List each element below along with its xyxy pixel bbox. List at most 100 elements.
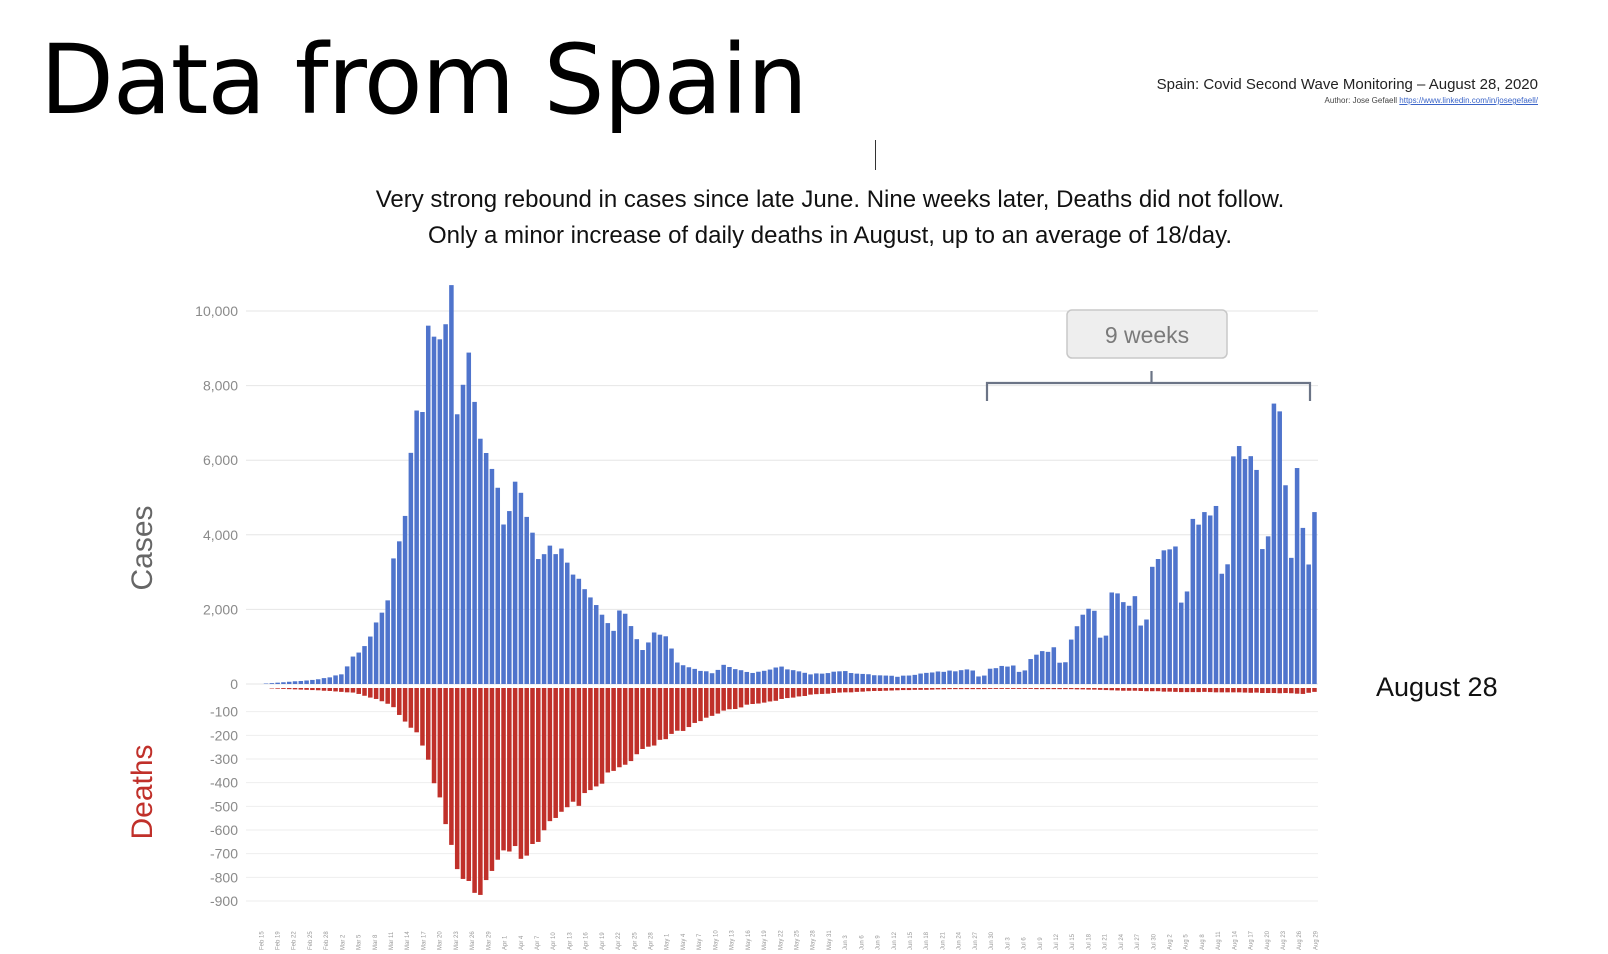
deaths-bar bbox=[634, 688, 640, 755]
deaths-bar bbox=[1144, 688, 1149, 692]
cases-bar bbox=[1219, 573, 1225, 684]
cases-bar bbox=[379, 612, 385, 684]
cases-bar bbox=[478, 438, 483, 684]
cases-bar bbox=[1196, 524, 1201, 684]
cases-bar bbox=[408, 452, 414, 684]
cases-bar bbox=[779, 666, 784, 684]
date-tick-label: Mar 5 bbox=[357, 934, 363, 950]
date-tick-label: Apr 25 bbox=[632, 932, 638, 950]
deaths-bar bbox=[1022, 688, 1028, 689]
deaths-bar bbox=[732, 688, 738, 710]
deaths-bar bbox=[819, 688, 825, 694]
deaths-bar bbox=[617, 688, 622, 768]
deaths-bar bbox=[1271, 688, 1277, 694]
deaths-bar bbox=[767, 688, 773, 702]
cases-bar bbox=[675, 662, 680, 684]
cases-bar bbox=[657, 634, 663, 684]
deaths-bar bbox=[837, 688, 842, 693]
deaths-bar bbox=[622, 688, 628, 765]
deaths-bar bbox=[860, 688, 865, 692]
deaths-bar bbox=[756, 688, 761, 704]
cases-bar bbox=[611, 630, 616, 684]
date-tick-label: Aug 5 bbox=[1184, 934, 1190, 950]
author-link[interactable]: https://www.linkedin.com/in/josegefaell/ bbox=[1399, 96, 1538, 105]
date-tick-label: May 4 bbox=[681, 933, 687, 950]
nine-weeks-label-box bbox=[1066, 309, 1228, 359]
deaths-bar bbox=[1254, 688, 1259, 693]
date-tick-label: Jul 9 bbox=[1038, 937, 1044, 950]
date-tick-label: Mar 20 bbox=[438, 931, 444, 950]
deaths-bar bbox=[524, 688, 529, 856]
deaths-bar bbox=[698, 688, 703, 722]
deaths-bar bbox=[350, 688, 356, 693]
cases-bar bbox=[524, 516, 529, 684]
deaths-bar bbox=[541, 688, 547, 831]
deaths-bar bbox=[871, 688, 877, 691]
cases-bar bbox=[362, 646, 367, 684]
cases-bar bbox=[339, 674, 344, 684]
cases-bar bbox=[1271, 403, 1277, 684]
deaths-bar bbox=[1097, 688, 1103, 690]
deaths-bar bbox=[796, 688, 802, 697]
cases-bar bbox=[530, 532, 535, 684]
cases-bar bbox=[321, 678, 327, 684]
cases-bar bbox=[704, 671, 709, 684]
deaths-bar bbox=[1150, 688, 1155, 692]
cases-bar bbox=[958, 670, 964, 684]
deaths-bar bbox=[738, 688, 744, 708]
cases-bar bbox=[1080, 614, 1086, 684]
date-tick-label: Apr 10 bbox=[551, 932, 557, 950]
author-name: Author: Jose Gefaell bbox=[1324, 96, 1398, 105]
deaths-bar bbox=[1028, 688, 1033, 689]
cases-bar bbox=[727, 666, 732, 684]
deaths-tick-label: -600 bbox=[210, 822, 238, 838]
deaths-bar bbox=[628, 688, 634, 762]
cases-tick-label: 0 bbox=[230, 676, 238, 692]
deaths-bar bbox=[877, 688, 883, 691]
deaths-bar bbox=[414, 688, 419, 733]
cases-bar bbox=[1202, 512, 1207, 684]
cases-bar bbox=[605, 623, 611, 684]
date-tick-label: Jun 30 bbox=[989, 931, 995, 950]
deaths-bar bbox=[321, 688, 327, 691]
deaths-bar bbox=[646, 688, 651, 747]
text-cursor bbox=[875, 140, 876, 170]
cases-bar bbox=[489, 468, 495, 684]
cases-bar bbox=[947, 670, 952, 684]
deaths-bar bbox=[680, 688, 686, 731]
deaths-bar bbox=[1277, 688, 1282, 694]
deaths-bar bbox=[275, 688, 280, 689]
cases-bar bbox=[634, 639, 640, 684]
headline-line-2: Only a minor increase of daily deaths in… bbox=[427, 222, 1233, 249]
cases-tick-label: 6,000 bbox=[203, 452, 238, 468]
deaths-bar bbox=[889, 688, 894, 691]
cases-bar bbox=[1173, 546, 1178, 684]
deaths-bar bbox=[854, 688, 860, 692]
deaths-bar bbox=[304, 688, 309, 690]
deaths-bar bbox=[425, 688, 431, 760]
deaths-bar bbox=[362, 688, 367, 696]
deaths-bar bbox=[1236, 688, 1242, 693]
cases-bar bbox=[570, 574, 576, 684]
deaths-bar bbox=[1231, 688, 1236, 693]
cases-bar bbox=[622, 613, 628, 684]
august-28-label: August 28 bbox=[1376, 672, 1498, 702]
cases-bar bbox=[1063, 662, 1068, 684]
deaths-bar bbox=[605, 688, 611, 773]
cases-bar bbox=[889, 675, 894, 684]
deaths-bar bbox=[1265, 688, 1271, 694]
deaths-bar bbox=[1121, 688, 1126, 691]
deaths-bar bbox=[536, 688, 541, 842]
deaths-bar bbox=[987, 688, 993, 689]
deaths-bar bbox=[669, 688, 674, 734]
cases-axis-title: Cases bbox=[126, 505, 159, 590]
cases-bar bbox=[1300, 527, 1306, 684]
deaths-bar bbox=[715, 688, 721, 714]
cases-bar bbox=[443, 324, 448, 684]
deaths-bar bbox=[449, 688, 454, 845]
cases-bar bbox=[953, 671, 958, 684]
source-title: Spain: Covid Second Wave Monitoring – Au… bbox=[1156, 76, 1538, 93]
deaths-bar bbox=[675, 688, 680, 731]
cases-bar bbox=[559, 548, 564, 684]
cases-bar bbox=[1236, 446, 1242, 684]
